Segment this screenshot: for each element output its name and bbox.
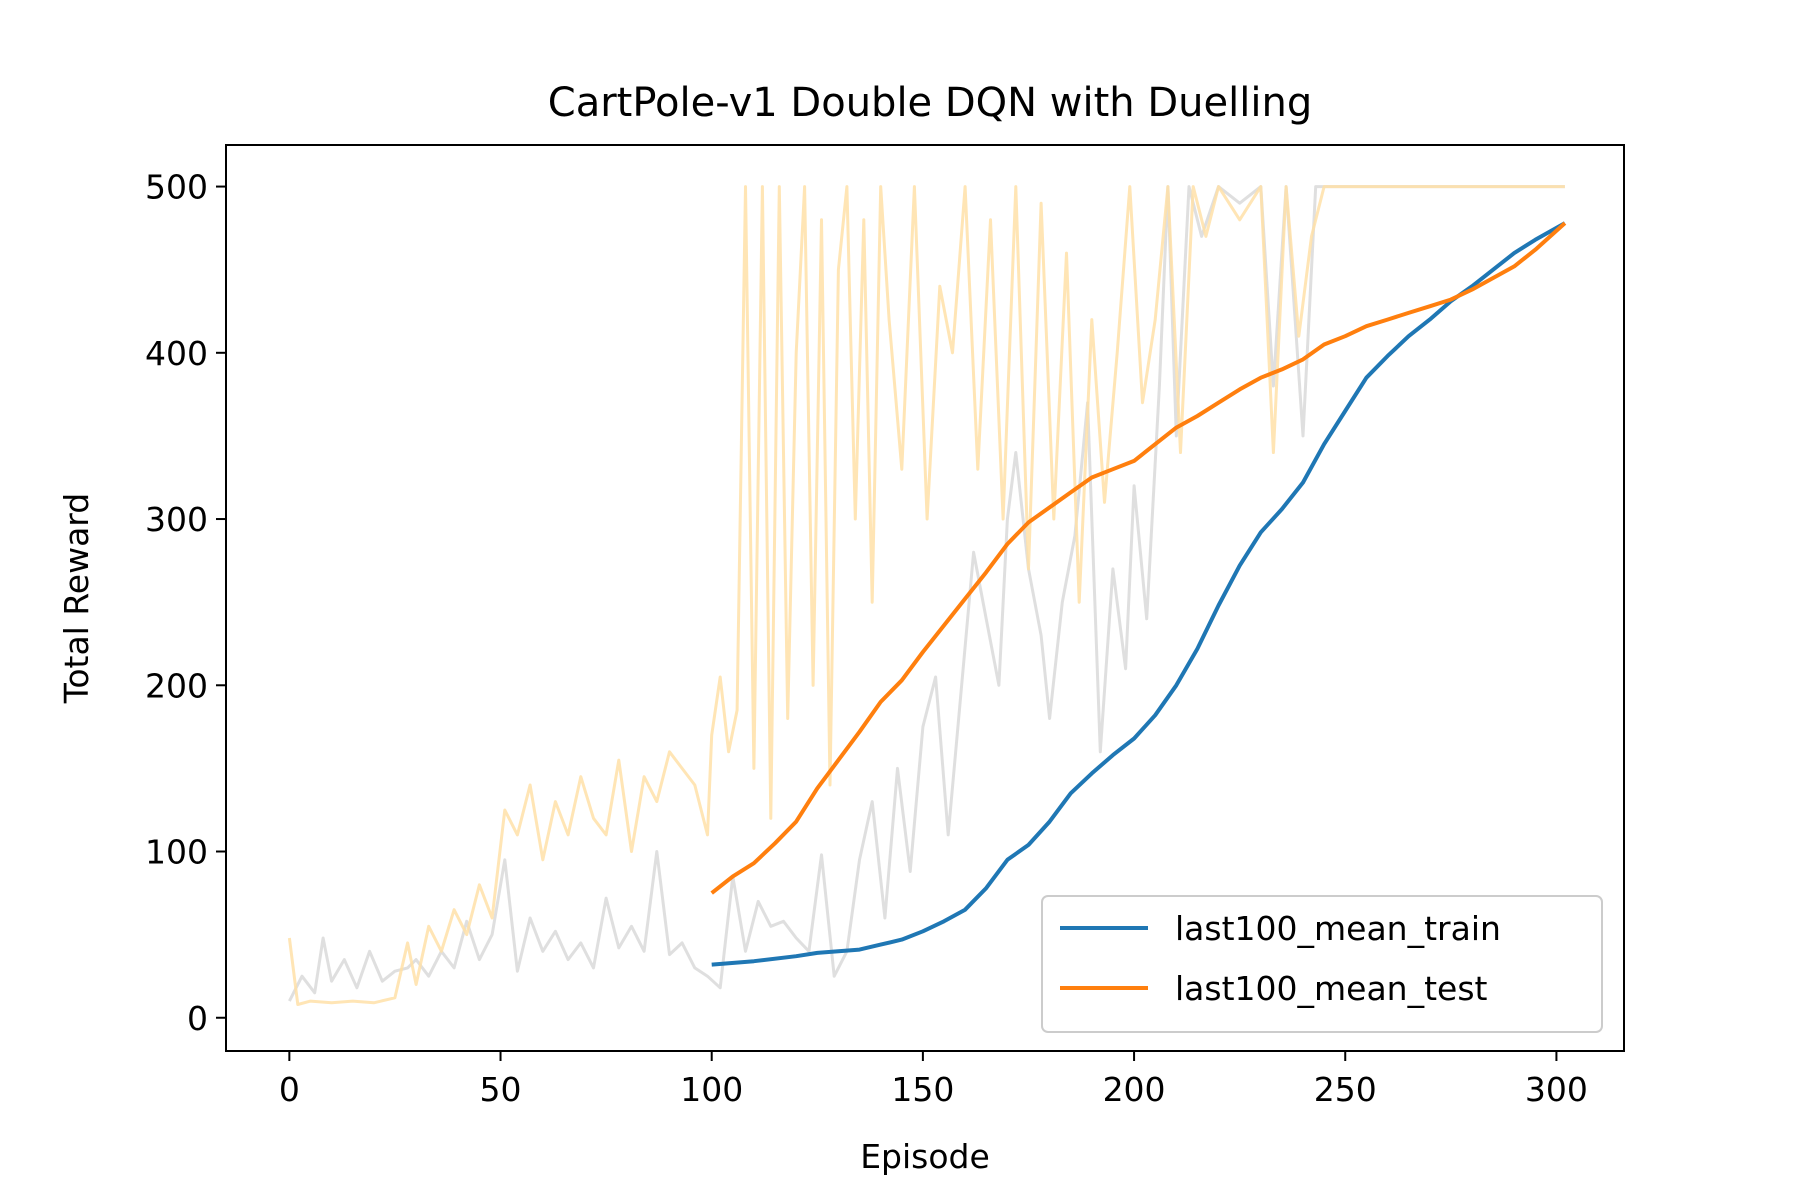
x-tick-label: 150 — [891, 1070, 954, 1109]
background-series-layer — [287, 185, 1565, 1006]
legend-label-test: last100_mean_test — [1175, 969, 1488, 1008]
background-series-line-1 — [287, 185, 1565, 1006]
y-axis-ticks: 0 100 200 300 400 500 — [145, 168, 226, 1038]
legend-label-train: last100_mean_train — [1175, 909, 1501, 948]
x-axis-ticks: 0 50 100 150 200 250 300 — [279, 1051, 1588, 1109]
y-tick-label: 200 — [145, 666, 208, 705]
x-tick-label: 50 — [480, 1070, 522, 1109]
series-line-last100_mean_test — [710, 221, 1567, 895]
y-tick-label: 500 — [145, 168, 208, 207]
legend-box — [1041, 895, 1603, 1033]
y-tick-label: 100 — [145, 833, 208, 872]
y-tick-label: 400 — [145, 334, 208, 373]
x-tick-label: 200 — [1103, 1070, 1166, 1109]
y-tick-label: 300 — [145, 500, 208, 539]
series-layer — [710, 221, 1567, 967]
x-tick-label: 0 — [279, 1070, 300, 1109]
plot-frame — [225, 144, 1625, 1052]
background-series-line-0 — [288, 185, 1565, 1002]
series-line-last100_mean_train — [711, 221, 1566, 967]
x-tick-label: 250 — [1314, 1070, 1377, 1109]
y-axis-label: Total Reward — [57, 493, 96, 704]
y-tick-label: 0 — [187, 999, 208, 1038]
x-axis-label: Episode — [860, 1137, 990, 1176]
x-tick-label: 300 — [1525, 1070, 1588, 1109]
x-tick-label: 100 — [680, 1070, 743, 1109]
legend: last100_mean_train last100_mean_test — [1041, 895, 1603, 1033]
chart-title: CartPole-v1 Double DQN with Duelling — [548, 80, 1312, 126]
